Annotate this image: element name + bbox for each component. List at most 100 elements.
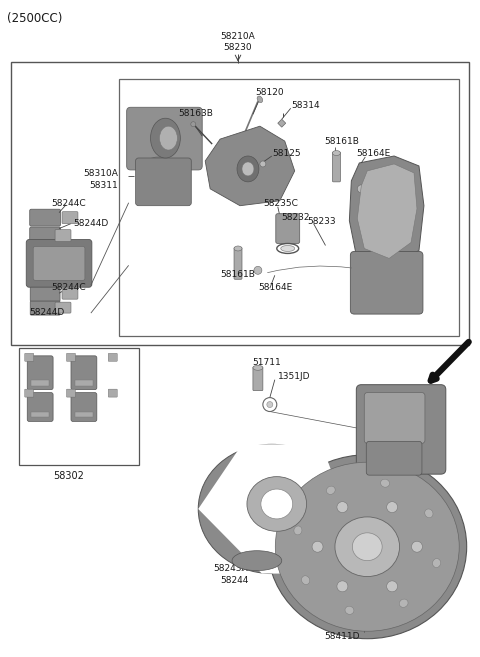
Ellipse shape — [333, 150, 340, 156]
FancyBboxPatch shape — [108, 353, 117, 361]
Bar — [31, 380, 49, 386]
FancyBboxPatch shape — [333, 152, 340, 182]
Text: 58244C: 58244C — [51, 283, 86, 292]
FancyBboxPatch shape — [71, 356, 97, 390]
Ellipse shape — [335, 517, 399, 577]
Text: 58244D: 58244D — [73, 219, 108, 227]
Ellipse shape — [253, 365, 263, 371]
Text: 58164E: 58164E — [356, 149, 391, 158]
FancyBboxPatch shape — [356, 384, 446, 474]
Text: 58230: 58230 — [224, 43, 252, 52]
Ellipse shape — [234, 246, 242, 251]
FancyBboxPatch shape — [364, 393, 425, 443]
Text: 58243A: 58243A — [213, 564, 248, 573]
Ellipse shape — [261, 489, 293, 519]
Ellipse shape — [237, 156, 259, 182]
Circle shape — [357, 185, 365, 193]
Text: 58310A: 58310A — [83, 169, 118, 178]
Circle shape — [254, 266, 262, 275]
Ellipse shape — [268, 455, 467, 639]
Circle shape — [337, 581, 348, 592]
Ellipse shape — [198, 444, 346, 574]
FancyBboxPatch shape — [350, 252, 423, 314]
FancyBboxPatch shape — [67, 389, 75, 397]
Text: 58233: 58233 — [308, 217, 336, 225]
Ellipse shape — [151, 118, 180, 158]
FancyBboxPatch shape — [62, 288, 78, 299]
Polygon shape — [278, 119, 286, 127]
FancyBboxPatch shape — [30, 209, 60, 226]
Bar — [119, 79, 459, 336]
Circle shape — [387, 581, 397, 592]
Text: 58311: 58311 — [89, 181, 118, 190]
FancyBboxPatch shape — [71, 393, 97, 421]
Text: 58164E: 58164E — [258, 283, 292, 292]
FancyBboxPatch shape — [25, 389, 34, 397]
Ellipse shape — [260, 161, 266, 167]
Text: (2500CC): (2500CC) — [7, 12, 63, 25]
Circle shape — [387, 502, 397, 512]
FancyBboxPatch shape — [30, 287, 60, 301]
Ellipse shape — [326, 486, 335, 494]
Bar — [31, 411, 49, 417]
Ellipse shape — [276, 463, 459, 631]
Text: 58244D: 58244D — [29, 308, 64, 317]
Text: 58232: 58232 — [282, 213, 310, 221]
Polygon shape — [205, 126, 295, 206]
FancyBboxPatch shape — [25, 353, 34, 361]
Ellipse shape — [381, 479, 389, 487]
Text: 58314: 58314 — [292, 101, 320, 110]
FancyBboxPatch shape — [27, 393, 53, 421]
Ellipse shape — [247, 476, 307, 532]
Circle shape — [312, 541, 323, 552]
FancyBboxPatch shape — [276, 214, 300, 244]
FancyBboxPatch shape — [55, 302, 71, 313]
Text: 58163B: 58163B — [179, 109, 213, 118]
Text: 1351JD: 1351JD — [278, 372, 310, 381]
Text: 51711: 51711 — [252, 358, 281, 367]
Ellipse shape — [301, 576, 310, 585]
Bar — [12, 62, 468, 345]
Polygon shape — [357, 164, 417, 258]
FancyBboxPatch shape — [366, 442, 422, 475]
Ellipse shape — [257, 96, 263, 102]
Text: 58302: 58302 — [54, 471, 84, 481]
Circle shape — [411, 541, 422, 552]
Ellipse shape — [242, 162, 254, 176]
Text: 58161B: 58161B — [324, 137, 360, 146]
Ellipse shape — [232, 551, 282, 570]
FancyBboxPatch shape — [30, 301, 60, 315]
FancyBboxPatch shape — [108, 389, 117, 397]
Text: 58244: 58244 — [220, 576, 249, 585]
FancyBboxPatch shape — [62, 212, 78, 223]
Ellipse shape — [352, 533, 382, 560]
FancyBboxPatch shape — [253, 367, 263, 391]
Text: 58244C: 58244C — [51, 199, 86, 208]
FancyBboxPatch shape — [33, 246, 85, 281]
Ellipse shape — [294, 526, 302, 535]
FancyBboxPatch shape — [127, 107, 202, 170]
Ellipse shape — [191, 122, 196, 127]
Ellipse shape — [425, 509, 433, 518]
Text: 58235C: 58235C — [263, 199, 298, 208]
FancyBboxPatch shape — [67, 353, 75, 361]
Polygon shape — [198, 444, 346, 574]
Ellipse shape — [399, 599, 408, 607]
Text: 58125: 58125 — [272, 149, 300, 158]
Circle shape — [267, 401, 273, 407]
Text: 58161B: 58161B — [220, 270, 255, 279]
Ellipse shape — [144, 157, 172, 175]
FancyBboxPatch shape — [30, 227, 60, 244]
Text: 58210A: 58210A — [221, 32, 255, 41]
Polygon shape — [349, 156, 424, 268]
FancyBboxPatch shape — [26, 240, 92, 287]
Ellipse shape — [281, 246, 295, 252]
Text: 58411D: 58411D — [324, 632, 360, 641]
Text: 58120: 58120 — [255, 89, 284, 97]
FancyBboxPatch shape — [27, 356, 53, 390]
FancyBboxPatch shape — [136, 158, 192, 206]
Ellipse shape — [345, 606, 354, 614]
FancyBboxPatch shape — [234, 248, 242, 279]
Ellipse shape — [432, 558, 441, 568]
Ellipse shape — [159, 126, 178, 150]
